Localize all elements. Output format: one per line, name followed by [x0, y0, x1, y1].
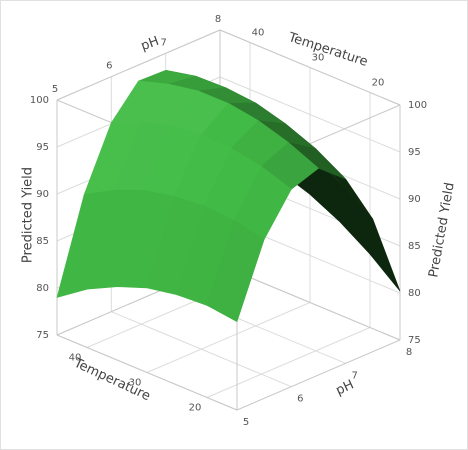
y-tick-label: 30 — [312, 53, 325, 64]
y-tick-label: 20 — [372, 78, 385, 89]
x-tick-label: 5 — [52, 84, 58, 95]
grid-line — [219, 76, 401, 153]
grid-line — [146, 302, 311, 373]
z-tick-label: 85 — [36, 236, 49, 247]
z-tick-label: 100 — [408, 100, 427, 111]
z-tick-label: 80 — [408, 288, 421, 299]
x-tick-label: 6 — [297, 394, 303, 405]
surface-patch — [206, 219, 265, 323]
box-edge — [236, 339, 401, 411]
x-tick-label: 6 — [106, 61, 112, 72]
x-tick-label: 5 — [243, 417, 249, 428]
grid-line — [206, 327, 371, 398]
z-tick-label: 80 — [36, 283, 49, 294]
z-tick-label: 95 — [408, 147, 421, 158]
z-tick-label: 90 — [36, 189, 49, 200]
z-tick-label: 100 — [30, 95, 49, 106]
box-edge — [56, 334, 238, 411]
z-tick-label: 75 — [36, 330, 49, 341]
x-axis-title: pH — [334, 377, 357, 398]
x-tick-label: 8 — [215, 14, 221, 25]
y-tick-label: 40 — [252, 28, 265, 39]
y-tick-label: 20 — [189, 403, 202, 414]
y-tick-label: 40 — [69, 353, 82, 364]
y-tick-label: 30 — [129, 378, 142, 389]
z-tick-label: 75 — [408, 335, 421, 346]
x-tick-label: 7 — [160, 37, 166, 48]
x-tick-label: 8 — [406, 347, 412, 358]
z-tick-label: 95 — [36, 142, 49, 153]
z-tick-label: 85 — [408, 241, 421, 252]
box-edge — [219, 29, 401, 106]
x-tick-label: 7 — [351, 370, 357, 381]
z-tick-label: 90 — [408, 194, 421, 205]
box-edge — [56, 29, 221, 101]
surface — [56, 69, 401, 323]
z-axis-title: Predicted Yield — [21, 167, 36, 263]
x-axis-title: pH — [139, 34, 161, 54]
